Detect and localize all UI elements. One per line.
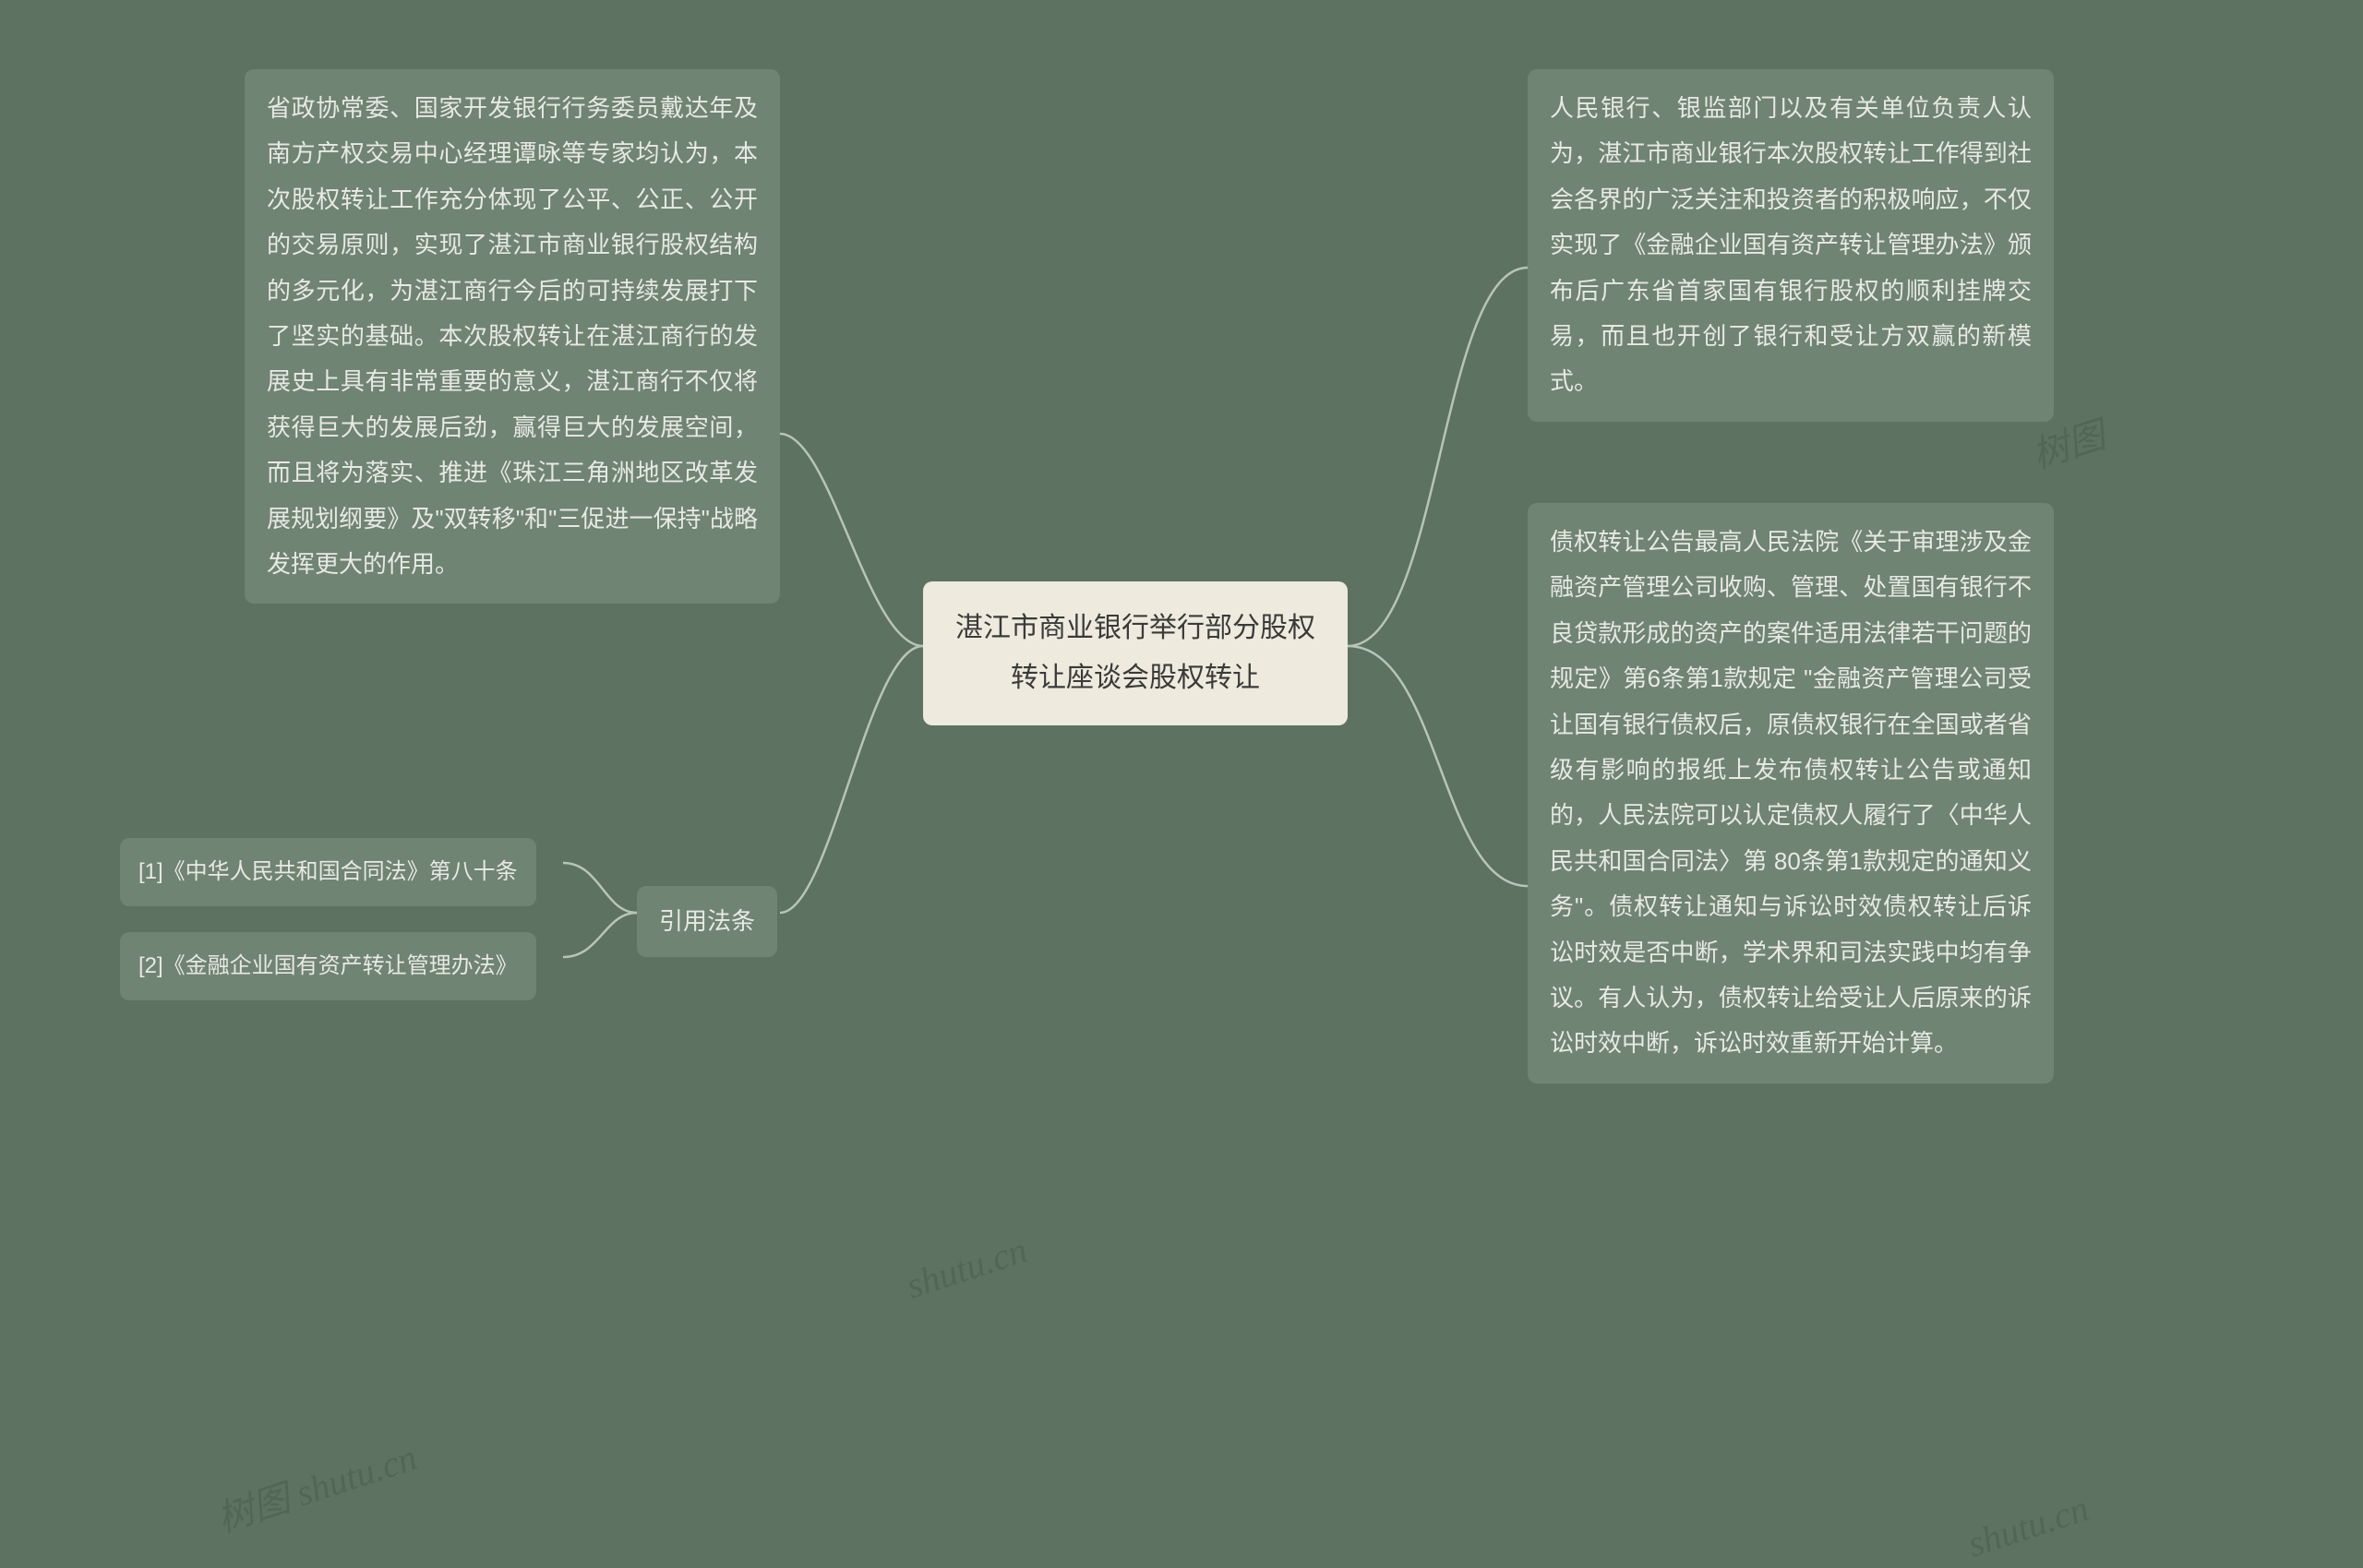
connector (780, 646, 923, 913)
watermark-1-text: 树图 shutu.cn (212, 1436, 422, 1539)
law-1-node: [1]《中华人民共和国合同法》第八十条 (120, 838, 536, 906)
right-bottom-node: 债权转让公告最高人民法院《关于审理涉及金融资产管理公司收购、管理、处置国有银行不… (1528, 503, 2054, 1083)
watermark-4-text: shutu.cn (1962, 1487, 2093, 1564)
right-top-text: 人民银行、银监部门以及有关单位负责人认为，湛江市商业银行本次股权转让工作得到社会… (1550, 94, 2032, 395)
connector (1348, 268, 1528, 646)
connector (780, 434, 923, 646)
right-top-node: 人民银行、银监部门以及有关单位负责人认为，湛江市商业银行本次股权转让工作得到社会… (1528, 69, 2054, 422)
right-bottom-text: 债权转让公告最高人民法院《关于审理涉及金融资产管理公司收购、管理、处置国有银行不… (1550, 528, 2032, 1057)
watermark-1: 树图 shutu.cn (210, 1428, 423, 1543)
watermark-3-text: 树图 (2027, 414, 2110, 477)
law-2-node: [2]《金融企业国有资产转让管理办法》 (120, 932, 536, 1000)
watermark-4: shutu.cn (1962, 1486, 2093, 1565)
connector (1348, 646, 1528, 886)
center-node: 湛江市商业银行举行部分股权转让座谈会股权转让 (923, 581, 1348, 725)
left-top-text: 省政协常委、国家开发银行行务委员戴达年及南方产权交易中心经理谭咏等专家均认为，本… (267, 94, 758, 578)
law-1-text: [1]《中华人民共和国合同法》第八十条 (138, 859, 518, 884)
left-law-node: 引用法条 (637, 886, 777, 957)
law-2-text: [2]《金融企业国有资产转让管理办法》 (138, 953, 518, 978)
connector (563, 863, 637, 913)
watermark-2: shutu.cn (901, 1227, 1032, 1307)
watermark-2-text: shutu.cn (901, 1228, 1032, 1306)
left-law-text: 引用法条 (659, 907, 755, 935)
connector (563, 913, 637, 957)
left-top-node: 省政协常委、国家开发银行行务委员戴达年及南方产权交易中心经理谭咏等专家均认为，本… (245, 69, 780, 604)
center-node-text: 湛江市商业银行举行部分股权转让座谈会股权转让 (955, 613, 1315, 693)
